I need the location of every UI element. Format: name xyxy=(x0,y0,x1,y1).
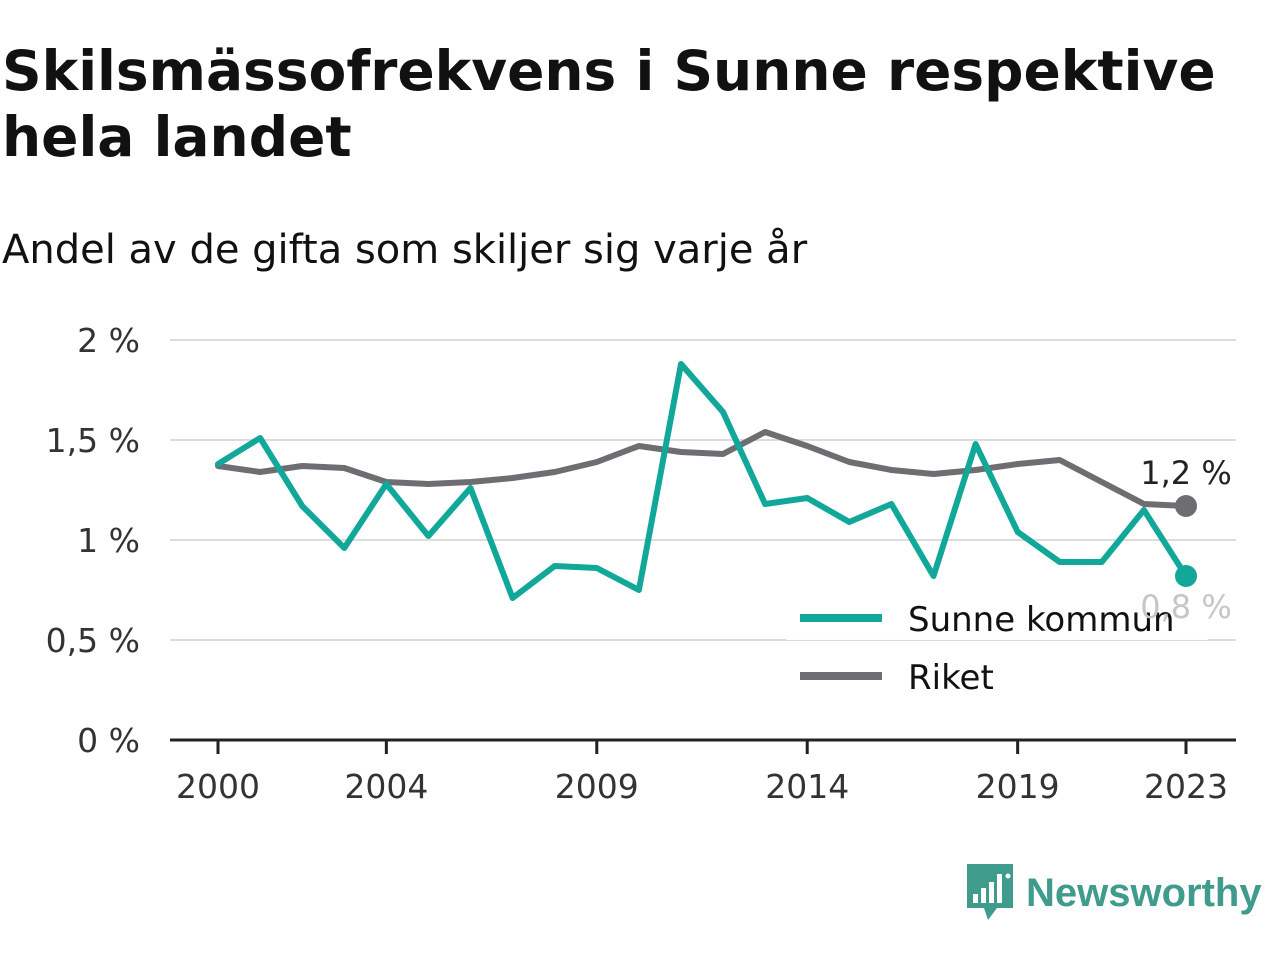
newsworthy-logo-icon xyxy=(967,864,1013,920)
y-tick-label: 1 % xyxy=(77,521,140,560)
x-tick-label: 2009 xyxy=(555,767,639,806)
series-lines xyxy=(215,361,1197,601)
legend-label: Riket xyxy=(908,658,994,698)
series-line-sunne xyxy=(215,361,1189,601)
brand-name: Newsworthy xyxy=(1026,870,1262,915)
y-tick-label: 1,5 % xyxy=(46,421,140,460)
end-label-sunne: 0,8 % xyxy=(1140,588,1231,626)
x-tick-label: 2000 xyxy=(176,767,260,806)
end-point-sunne xyxy=(1175,565,1197,587)
end-label-riket: 1,2 % xyxy=(1140,454,1231,492)
x-tick-label: 2019 xyxy=(976,767,1060,806)
series-line-riket xyxy=(215,429,1189,509)
x-tick-label: 2004 xyxy=(344,767,428,806)
x-tick-label: 2014 xyxy=(765,767,849,806)
y-tick-label: 2 % xyxy=(77,321,140,360)
chart-subtitle: Andel av de gifta som skiljer sig varje … xyxy=(2,227,808,273)
x-tick-label: 2023 xyxy=(1144,767,1228,806)
y-tick-label: 0,5 % xyxy=(46,621,140,660)
y-tick-label: 0 % xyxy=(77,721,140,760)
x-axis: 2000 2004 2009 2014 2019 2023 xyxy=(170,738,1236,806)
end-point-riket xyxy=(1175,495,1197,517)
chart-title: Skilsmässofrekvens i Sunne respektive he… xyxy=(2,39,1216,169)
legend: Sunne kommun Riket xyxy=(786,596,1208,698)
legend-label: Sunne kommun xyxy=(908,600,1175,640)
end-labels: 1,2 % 0,8 % xyxy=(1140,454,1231,626)
brand: Newsworthy xyxy=(964,862,1262,924)
y-axis-ticks: 0 % 0,5 % 1 % 1,5 % 2 % xyxy=(46,321,140,760)
